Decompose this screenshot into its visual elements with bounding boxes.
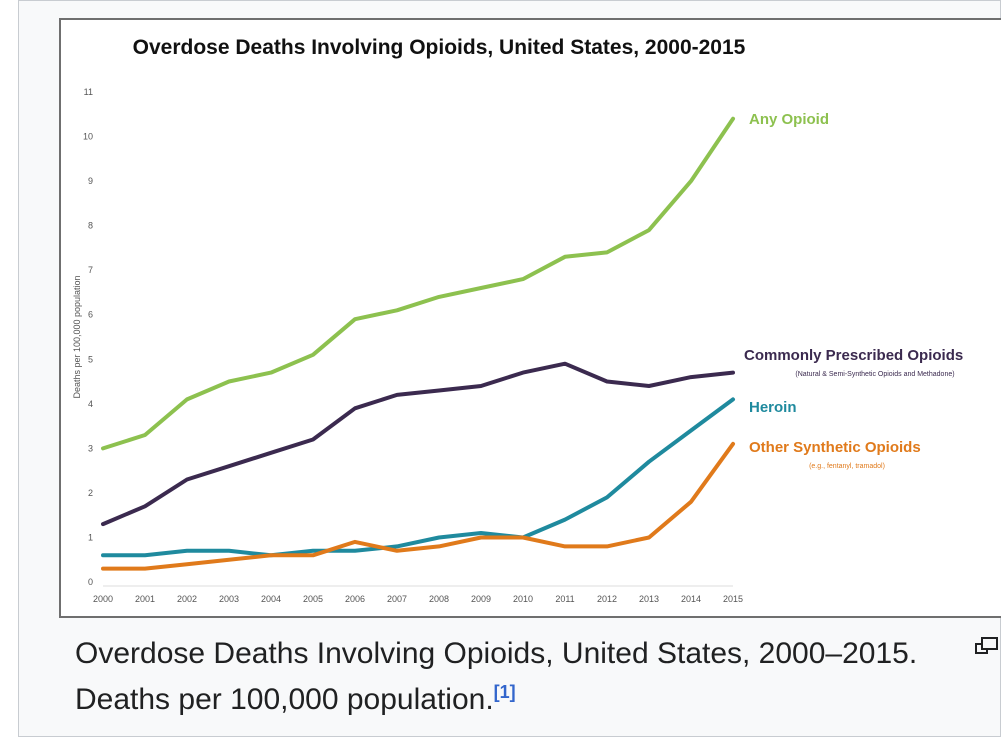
chart-title: Overdose Deaths Involving Opioids, Unite…: [133, 36, 746, 59]
y-axis-label: Deaths per 100,000 population: [72, 275, 82, 398]
x-tick-label: 2014: [681, 594, 701, 604]
y-tick-label: 5: [88, 354, 93, 364]
series-label-heroin: Heroin: [749, 399, 797, 416]
x-tick-label: 2008: [429, 594, 449, 604]
figure-thumbnail: Overdose Deaths Involving Opioids, Unite…: [18, 0, 1001, 737]
x-tick-label: 2011: [555, 594, 574, 604]
y-tick-label: 10: [83, 132, 93, 142]
x-tick-label: 2004: [261, 594, 281, 604]
line-chart: Overdose Deaths Involving Opioids, Unite…: [72, 36, 963, 604]
y-tick-label: 9: [88, 176, 93, 186]
y-tick-label: 8: [88, 221, 93, 231]
figure-caption: Overdose Deaths Involving Opioids, Unite…: [75, 631, 925, 723]
series-sublabel-commonly-prescribed-opioids: (Natural & Semi-Synthetic Opioids and Me…: [795, 371, 954, 378]
chart-image[interactable]: Overdose Deaths Involving Opioids, Unite…: [59, 18, 1001, 618]
series-sublabel-other-synthetic-opioids: (e.g., fentanyl, tramadol): [809, 463, 885, 470]
x-tick-label: 2001: [135, 594, 155, 604]
series-line-heroin: [101, 397, 735, 558]
x-tick-label: 2013: [639, 594, 659, 604]
series-label-any-opioid: Any Opioid: [749, 111, 829, 128]
magnify-clip-icon[interactable]: [974, 635, 1000, 657]
series-line-commonly-prescribed-opioids: [101, 361, 735, 527]
y-tick-label: 0: [88, 577, 93, 587]
x-tick-label: 2005: [303, 594, 323, 604]
y-tick-label: 1: [88, 532, 93, 542]
x-tick-label: 2009: [471, 594, 491, 604]
y-tick-label: 7: [88, 265, 93, 275]
x-tick-label: 2010: [513, 594, 533, 604]
y-tick-label: 11: [84, 87, 93, 97]
reference-link[interactable]: [1]: [493, 682, 516, 702]
x-tick-label: 2003: [219, 594, 239, 604]
x-tick-label: 2006: [345, 594, 365, 604]
series-line-other-synthetic-opioids: [101, 441, 735, 571]
caption-text: Overdose Deaths Involving Opioids, Unite…: [75, 637, 918, 716]
series-label-other-synthetic-opioids: Other Synthetic Opioids: [749, 439, 921, 456]
series-line-any-opioid: [101, 116, 735, 451]
series-label-commonly-prescribed-opioids: Commonly Prescribed Opioids: [744, 347, 963, 364]
y-tick-label: 4: [88, 399, 93, 409]
x-tick-label: 2012: [597, 594, 617, 604]
x-tick-label: 2007: [387, 594, 407, 604]
x-tick-label: 2002: [177, 594, 197, 604]
x-tick-label: 2015: [723, 594, 743, 604]
y-tick-label: 3: [88, 443, 93, 453]
x-tick-label: 2000: [93, 594, 113, 604]
y-tick-label: 2: [88, 488, 93, 498]
y-tick-label: 6: [88, 310, 93, 320]
